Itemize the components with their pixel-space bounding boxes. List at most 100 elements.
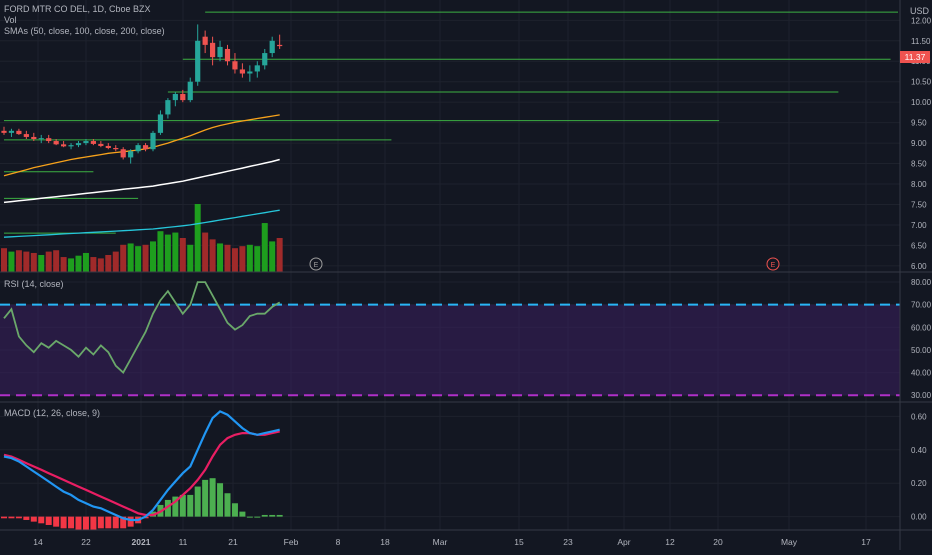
macd-histogram-bar bbox=[187, 494, 194, 517]
rsi-tick-label: 80.00 bbox=[911, 278, 932, 287]
horizontal-lines bbox=[4, 11, 898, 234]
macd-histogram-bar bbox=[15, 516, 22, 519]
macd-histogram-bar bbox=[75, 516, 82, 530]
macd-histogram-bar bbox=[53, 516, 60, 527]
sma-legend[interactable]: SMAs (50, close, 100, close, 200, close) bbox=[4, 26, 165, 36]
earnings-marker bbox=[309, 257, 323, 271]
candle-body bbox=[217, 46, 223, 58]
macd-histogram-bar bbox=[269, 514, 276, 517]
volume-bar bbox=[112, 251, 119, 272]
time-tick-label: 2021 bbox=[132, 537, 151, 547]
candle-body bbox=[254, 65, 260, 72]
macd-histogram-bar bbox=[45, 516, 52, 525]
time-tick-label: 23 bbox=[563, 537, 573, 547]
volume-bar bbox=[97, 258, 104, 272]
macd-histogram-bar bbox=[30, 516, 37, 522]
time-tick-label: 15 bbox=[514, 537, 524, 547]
macd-histogram-bar bbox=[217, 483, 224, 517]
price-axes: 12.0011.5011.0010.5010.009.509.008.508.0… bbox=[911, 16, 932, 521]
rsi-tick-label: 70.00 bbox=[911, 301, 932, 310]
candle-body bbox=[16, 130, 22, 135]
volume-bar bbox=[82, 252, 89, 272]
volume-bar bbox=[105, 255, 112, 272]
macd-histogram-bar bbox=[276, 514, 283, 517]
macd-histogram-bar bbox=[8, 516, 15, 519]
earnings-marker bbox=[766, 257, 780, 271]
volume-bar bbox=[269, 241, 276, 272]
candle-body bbox=[8, 130, 15, 133]
candle-body bbox=[46, 138, 52, 142]
volume-bar bbox=[276, 238, 283, 272]
macd-histogram-bar bbox=[179, 494, 186, 517]
last-price-tag: 11.37 bbox=[900, 51, 930, 63]
macd-histogram-bar bbox=[209, 478, 216, 517]
time-tick-label: Apr bbox=[617, 537, 630, 547]
macd-histogram-bar bbox=[38, 516, 45, 524]
candle-body bbox=[142, 145, 149, 150]
candle-body bbox=[128, 151, 134, 158]
volume-bar bbox=[202, 232, 209, 272]
time-axis: 14 22 2021 11 21 Feb 8 18 Mar 15 23 Apr 12 20 May 17 bbox=[33, 537, 871, 547]
price-tick-label: 12.00 bbox=[911, 16, 932, 25]
rsi-pane bbox=[0, 281, 900, 397]
macd-histogram-bar bbox=[1, 516, 7, 519]
candle-body bbox=[262, 53, 268, 66]
macd-histogram-bar bbox=[224, 493, 231, 517]
price-tick-label: 10.00 bbox=[911, 98, 932, 107]
candle-body bbox=[187, 81, 193, 101]
volume-bar bbox=[120, 244, 127, 272]
volume-bars bbox=[1, 204, 283, 272]
candle-body bbox=[247, 71, 253, 74]
rsi-line bbox=[3, 281, 281, 375]
macd-histogram-bar bbox=[231, 503, 238, 517]
candle-body bbox=[75, 143, 82, 146]
candle-body bbox=[210, 42, 216, 58]
time-tick-label: 17 bbox=[861, 537, 871, 547]
macd-histogram-bar bbox=[239, 511, 246, 517]
price-tick-label: 6.00 bbox=[911, 262, 927, 271]
price-tick-label: 9.50 bbox=[911, 119, 927, 128]
rsi-tick-label: 60.00 bbox=[911, 323, 932, 332]
volume-bar bbox=[231, 248, 238, 272]
price-tick-label: 9.00 bbox=[911, 139, 927, 148]
symbol-title[interactable]: FORD MTR CO DEL, 1D, Cboe BZX bbox=[4, 4, 151, 14]
main-legend: FORD MTR CO DEL, 1D, Cboe BZX Vol SMAs (… bbox=[4, 4, 165, 37]
macd-signal-line bbox=[3, 430, 280, 517]
candle-body bbox=[53, 141, 59, 145]
volume-bar bbox=[239, 246, 246, 272]
currency-label: USD bbox=[910, 6, 930, 16]
candle-body bbox=[105, 145, 111, 149]
candle-body bbox=[172, 93, 178, 101]
volume-bar bbox=[209, 239, 216, 272]
price-tick-label: 7.50 bbox=[911, 200, 927, 209]
candle-body bbox=[195, 40, 201, 82]
macd-histogram-bar bbox=[194, 486, 201, 517]
price-tick-label: 11.50 bbox=[911, 37, 931, 46]
candles bbox=[1, 24, 283, 164]
candle-body bbox=[202, 36, 208, 45]
candle-body bbox=[83, 141, 89, 144]
macd-legend[interactable]: MACD (12, 26, close, 9) bbox=[4, 408, 100, 419]
rsi-legend[interactable]: RSI (14, close) bbox=[4, 279, 64, 290]
candle-body bbox=[277, 44, 283, 47]
volume-legend[interactable]: Vol bbox=[4, 15, 17, 25]
candle-body bbox=[239, 69, 245, 74]
volume-bar bbox=[1, 248, 7, 272]
macd-line bbox=[3, 410, 280, 522]
sma50-line bbox=[3, 114, 280, 177]
volume-bar bbox=[68, 258, 75, 272]
price-tick-label: 8.50 bbox=[911, 160, 927, 169]
macd-pane bbox=[1, 410, 283, 530]
time-tick-label: 12 bbox=[665, 537, 675, 547]
macd-histogram-bar bbox=[120, 516, 127, 529]
rsi-title: RSI (14, close) bbox=[4, 279, 64, 289]
candle-body bbox=[120, 149, 126, 158]
candle-body bbox=[150, 132, 156, 150]
price-tick-label: 7.00 bbox=[911, 221, 927, 230]
time-tick-label: May bbox=[781, 537, 798, 547]
candle-body bbox=[98, 143, 104, 146]
macd-tick-label: 0.40 bbox=[911, 446, 927, 455]
candle-body bbox=[135, 145, 141, 152]
